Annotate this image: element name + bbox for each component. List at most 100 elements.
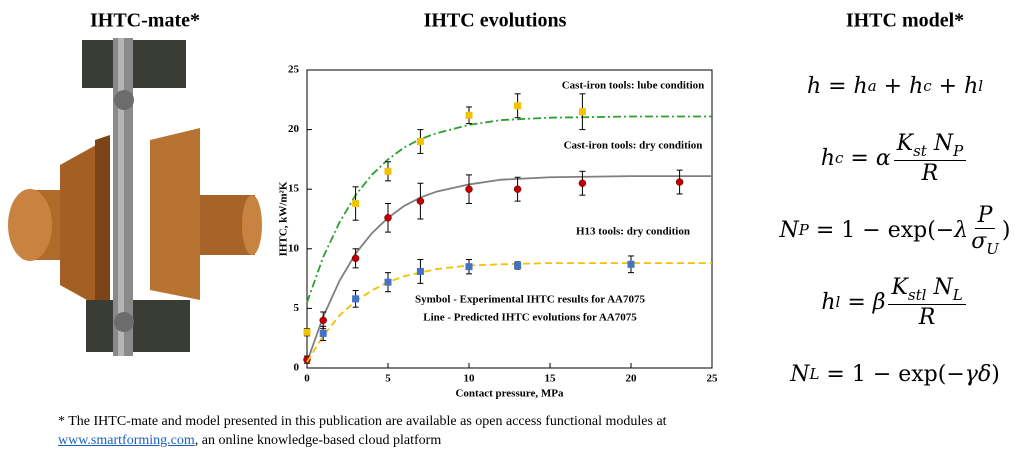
x-tick-label: 15 [545, 373, 557, 385]
subscript: c [923, 77, 932, 95]
fit-line [306, 175, 712, 363]
equation-text: + [931, 73, 965, 99]
y-tick-label: 20 [288, 123, 300, 135]
y-tick-label: 10 [288, 242, 300, 254]
denominator: R [922, 161, 939, 186]
annotation: Line - Predicted IHTC evolutions for AA7… [423, 312, 637, 324]
subscript: l [978, 77, 984, 95]
subscript: L [952, 285, 963, 304]
series-label: Cast-iron tools: lube condition [562, 80, 705, 92]
point [465, 185, 473, 193]
panel-title: IHTC model* [846, 10, 964, 32]
point [319, 316, 327, 325]
symbol: K [891, 274, 908, 300]
equation-text: = 1 − exp(− [808, 217, 955, 243]
denominator: σU [971, 229, 999, 258]
fit-line [306, 115, 712, 303]
equation-text: ) [991, 361, 1000, 387]
symbol: N [933, 130, 954, 156]
symbol: α [875, 145, 891, 171]
point [384, 214, 392, 222]
point [578, 108, 586, 116]
equation-text [927, 131, 934, 156]
x-tick-label: 25 [707, 373, 719, 385]
y-axis-label: IHTC, kW/m²K [278, 181, 290, 256]
subscript: st [913, 141, 927, 160]
subscript: L [809, 365, 820, 383]
y-tick-label: 5 [294, 302, 300, 314]
symbol: β [872, 289, 886, 315]
numerator: P [974, 202, 996, 229]
point [416, 138, 424, 146]
symbol: σ [971, 228, 987, 254]
point [514, 261, 522, 269]
subscript: P [953, 141, 964, 160]
point [514, 102, 522, 110]
point [384, 167, 392, 175]
symbol: N [933, 274, 953, 300]
equation-text: = [843, 145, 876, 171]
symbol: h [853, 73, 868, 99]
equation-text: = 1 − exp(− [819, 361, 965, 387]
point [513, 185, 522, 193]
point [416, 197, 425, 205]
symbol: h [909, 73, 924, 99]
point [465, 111, 473, 119]
symbol: h [806, 73, 822, 99]
subscript: stl [907, 285, 927, 304]
point [465, 263, 473, 271]
fit-line [306, 262, 712, 363]
symbol: R [918, 304, 936, 330]
symbol: h [964, 73, 979, 99]
subscript: U [986, 239, 999, 258]
subscript: l [835, 293, 841, 311]
x-tick-label: 0 [304, 373, 310, 385]
panel-title: IHTC-mate* [90, 10, 200, 32]
footnote-text: * The IHTC-mate and model presented in t… [58, 414, 667, 429]
x-tick-label: 20 [626, 373, 638, 385]
symbol: N [779, 217, 799, 243]
subscript: P [798, 221, 809, 239]
point [578, 179, 587, 187]
y-tick-label: 25 [288, 64, 300, 76]
y-tick-label: 15 [288, 183, 300, 195]
series-label: Cast-iron tools: dry condition [564, 140, 703, 152]
equation-text: = [840, 289, 873, 315]
footnote: * The IHTC-mate and model presented in t… [58, 412, 738, 450]
point [352, 295, 360, 303]
x-tick-label: 5 [385, 373, 391, 385]
subscript: a [867, 77, 877, 95]
point [675, 178, 684, 186]
footnote-text: , an online knowledge-based cloud platfo… [194, 433, 442, 448]
equation-text: = [821, 73, 854, 99]
subscript: c [834, 149, 844, 167]
numerator: Kst NP [893, 130, 967, 161]
link[interactable]: www.smartforming.com [58, 433, 195, 448]
point [627, 260, 635, 268]
x-axis-label: Contact pressure, MPa [455, 388, 564, 400]
y-tick-label: 0 [294, 362, 300, 374]
fraction: Kst NP R [893, 130, 967, 186]
symbol: N [790, 361, 810, 387]
plot-frame [306, 69, 713, 369]
point [303, 328, 311, 336]
equation-text: ) [1001, 217, 1011, 243]
symbol: R [921, 160, 939, 186]
point [319, 329, 327, 337]
point [416, 267, 424, 275]
equation-text: + [876, 73, 910, 99]
numerator: Kstl NL [888, 274, 966, 305]
symbol: P [977, 202, 993, 228]
point [384, 278, 392, 286]
denominator: R [919, 305, 936, 330]
symbol: γδ [964, 361, 992, 387]
symbol: h [821, 289, 836, 315]
